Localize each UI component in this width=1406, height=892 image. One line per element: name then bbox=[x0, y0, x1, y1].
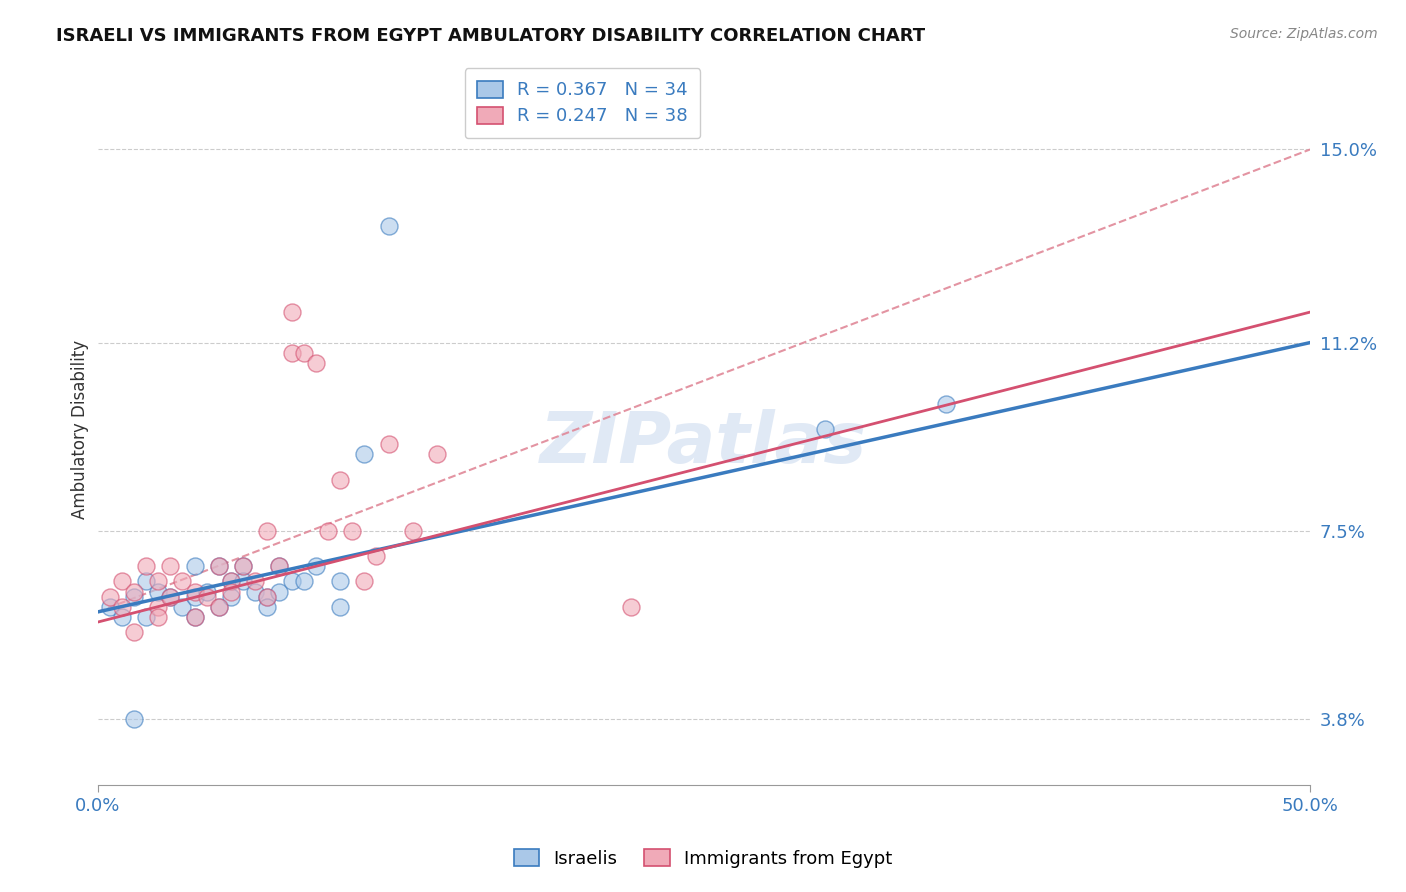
Point bbox=[159, 590, 181, 604]
Point bbox=[280, 305, 302, 319]
Point bbox=[256, 590, 278, 604]
Point bbox=[195, 584, 218, 599]
Point bbox=[245, 574, 267, 589]
Point bbox=[256, 590, 278, 604]
Point bbox=[111, 599, 134, 614]
Point bbox=[269, 559, 291, 574]
Point bbox=[111, 574, 134, 589]
Point bbox=[208, 559, 231, 574]
Point bbox=[426, 447, 449, 461]
Y-axis label: Ambulatory Disability: Ambulatory Disability bbox=[72, 340, 89, 518]
Point bbox=[148, 599, 170, 614]
Point bbox=[353, 574, 375, 589]
Point bbox=[183, 610, 205, 624]
Point bbox=[98, 793, 121, 807]
Point bbox=[122, 584, 145, 599]
Point bbox=[232, 559, 254, 574]
Point bbox=[256, 599, 278, 614]
Point bbox=[159, 559, 181, 574]
Point bbox=[135, 610, 157, 624]
Point bbox=[377, 219, 399, 233]
Point bbox=[305, 559, 328, 574]
Point bbox=[292, 574, 315, 589]
Legend: R = 0.367   N = 34, R = 0.247   N = 38: R = 0.367 N = 34, R = 0.247 N = 38 bbox=[465, 68, 700, 138]
Point bbox=[232, 574, 254, 589]
Point bbox=[256, 524, 278, 538]
Point bbox=[208, 599, 231, 614]
Point bbox=[148, 803, 170, 817]
Point bbox=[269, 584, 291, 599]
Point bbox=[280, 345, 302, 359]
Point bbox=[245, 584, 267, 599]
Point bbox=[208, 559, 231, 574]
Point bbox=[280, 574, 302, 589]
Point bbox=[814, 422, 837, 436]
Point bbox=[148, 584, 170, 599]
Point bbox=[111, 610, 134, 624]
Point bbox=[183, 590, 205, 604]
Point bbox=[122, 625, 145, 640]
Point bbox=[935, 396, 957, 410]
Point bbox=[148, 574, 170, 589]
Point bbox=[232, 559, 254, 574]
Point bbox=[183, 610, 205, 624]
Point bbox=[340, 524, 363, 538]
Point bbox=[183, 584, 205, 599]
Text: Source: ZipAtlas.com: Source: ZipAtlas.com bbox=[1230, 27, 1378, 41]
Point bbox=[135, 559, 157, 574]
Text: ZIPatlas: ZIPatlas bbox=[540, 409, 868, 478]
Point bbox=[402, 524, 425, 538]
Point bbox=[172, 574, 194, 589]
Point bbox=[329, 473, 352, 487]
Point bbox=[305, 356, 328, 370]
Point bbox=[98, 590, 121, 604]
Point bbox=[122, 712, 145, 726]
Point bbox=[98, 599, 121, 614]
Point bbox=[219, 574, 242, 589]
Point bbox=[353, 447, 375, 461]
Point bbox=[292, 345, 315, 359]
Point bbox=[208, 599, 231, 614]
Point bbox=[159, 590, 181, 604]
Point bbox=[122, 590, 145, 604]
Point bbox=[219, 574, 242, 589]
Point bbox=[620, 599, 643, 614]
Point bbox=[219, 590, 242, 604]
Point bbox=[377, 437, 399, 451]
Point bbox=[366, 549, 388, 563]
Legend: Israelis, Immigrants from Egypt: Israelis, Immigrants from Egypt bbox=[503, 838, 903, 879]
Point bbox=[183, 559, 205, 574]
Point bbox=[219, 584, 242, 599]
Point bbox=[172, 599, 194, 614]
Point bbox=[195, 590, 218, 604]
Point bbox=[316, 524, 339, 538]
Point bbox=[329, 599, 352, 614]
Point bbox=[135, 574, 157, 589]
Point bbox=[329, 574, 352, 589]
Text: ISRAELI VS IMMIGRANTS FROM EGYPT AMBULATORY DISABILITY CORRELATION CHART: ISRAELI VS IMMIGRANTS FROM EGYPT AMBULAT… bbox=[56, 27, 925, 45]
Point bbox=[269, 559, 291, 574]
Point bbox=[148, 610, 170, 624]
